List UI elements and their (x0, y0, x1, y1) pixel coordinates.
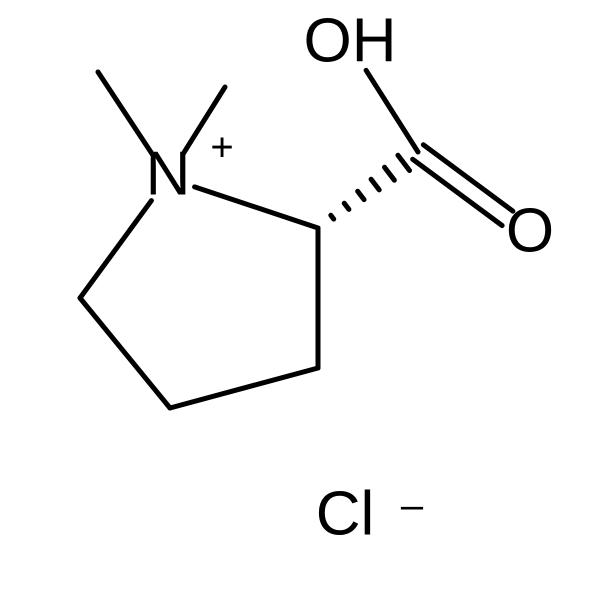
atom-Oh: OH (304, 6, 397, 75)
atom-Od: O (506, 196, 554, 265)
chemical-structure: N O OH Cl + – (0, 0, 600, 600)
atom-N: N (146, 139, 191, 208)
charge-Nplus: + (210, 126, 233, 170)
charge-Clminus: – (401, 484, 424, 528)
atom-Cl: Cl (316, 479, 375, 548)
